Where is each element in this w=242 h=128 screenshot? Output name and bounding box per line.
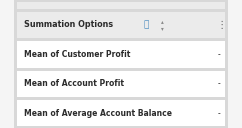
Bar: [17, 71, 225, 97]
Text: -: -: [218, 109, 220, 118]
Bar: [17, 41, 225, 68]
Bar: [17, 2, 225, 9]
Text: ▾: ▾: [161, 26, 164, 31]
Bar: [17, 12, 225, 38]
Bar: [17, 100, 225, 126]
Text: Mean of Customer Profit: Mean of Customer Profit: [24, 50, 131, 59]
Text: ▴: ▴: [161, 19, 164, 24]
Text: Summation Options: Summation Options: [24, 20, 113, 29]
Bar: [0, 0, 14, 128]
Text: ⋮: ⋮: [217, 20, 227, 30]
Text: -: -: [218, 50, 220, 59]
Text: Mean of Account Profit: Mean of Account Profit: [24, 79, 124, 88]
Text: ⓘ: ⓘ: [144, 20, 149, 29]
Text: Mean of Average Account Balance: Mean of Average Account Balance: [24, 109, 172, 118]
Bar: [228, 0, 242, 128]
Text: -: -: [218, 79, 220, 88]
